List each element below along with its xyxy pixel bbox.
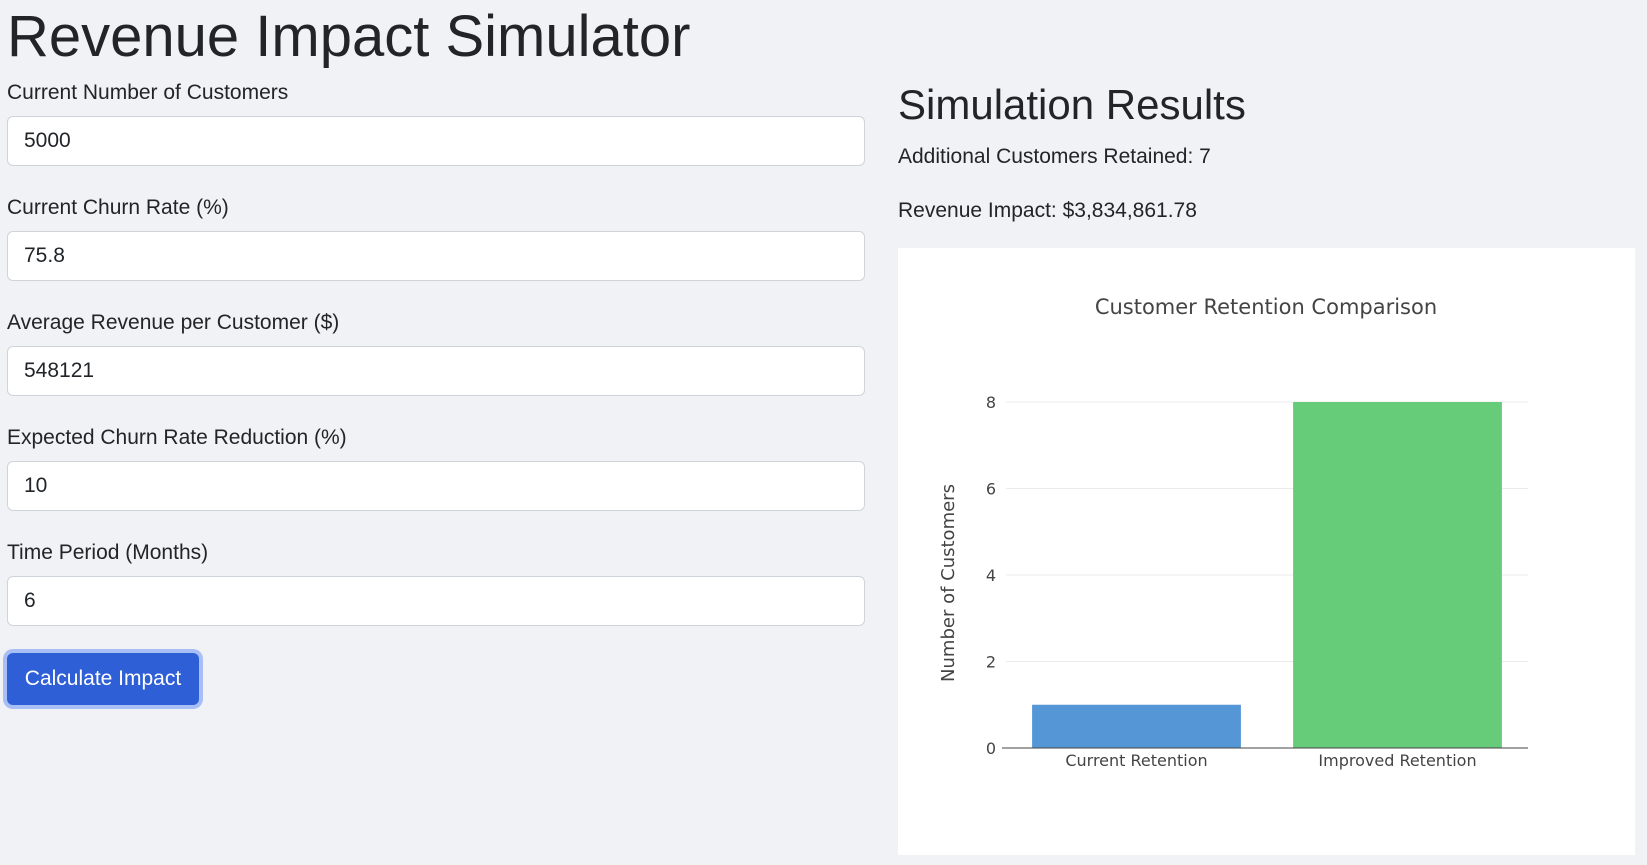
chart-bars xyxy=(1032,402,1502,748)
avg-revenue-label: Average Revenue per Customer ($) xyxy=(7,311,340,334)
page-title: Revenue Impact Simulator xyxy=(7,4,691,69)
additional-customers-text: Additional Customers Retained: 7 xyxy=(898,145,1211,168)
calculate-impact-button[interactable]: Calculate Impact xyxy=(7,653,199,705)
customers-field-group: Current Number of Customers xyxy=(7,78,865,193)
churn-reduction-label: Expected Churn Rate Reduction (%) xyxy=(7,426,347,449)
simulator-form: Current Number of Customers Current Chur… xyxy=(7,78,865,653)
chart-axes: 0 2 4 6 8 Current Retention Improved Retention xyxy=(986,393,1528,770)
churn-reduction-field-group: Expected Churn Rate Reduction (%) xyxy=(7,423,865,538)
chart-y-tick-label: 0 xyxy=(986,739,996,758)
results-heading: Simulation Results xyxy=(898,81,1246,128)
churn-rate-label: Current Churn Rate (%) xyxy=(7,196,229,219)
churn-rate-field-group: Current Churn Rate (%) xyxy=(7,193,865,308)
chart-y-axis-label: Number of Customers xyxy=(938,484,959,682)
chart-bar[interactable] xyxy=(1293,402,1502,748)
customers-label: Current Number of Customers xyxy=(7,81,289,104)
chart-title: Customer Retention Comparison xyxy=(1095,295,1437,319)
churn-rate-input[interactable] xyxy=(7,231,865,281)
chart-x-tick-label: Improved Retention xyxy=(1318,751,1476,770)
avg-revenue-field-group: Average Revenue per Customer ($) xyxy=(7,308,865,423)
customers-input[interactable] xyxy=(7,116,865,166)
churn-reduction-input[interactable] xyxy=(7,461,865,511)
time-period-input[interactable] xyxy=(7,576,865,626)
chart-y-tick-label: 6 xyxy=(986,480,996,499)
chart-bar[interactable] xyxy=(1032,704,1241,748)
chart-y-tick-label: 4 xyxy=(986,566,996,585)
chart-y-tick-label: 2 xyxy=(986,653,996,672)
time-period-label: Time Period (Months) xyxy=(7,541,209,564)
retention-chart-svg: Customer Retention Comparison Number of … xyxy=(938,295,1528,770)
retention-chart[interactable]: Customer Retention Comparison Number of … xyxy=(898,248,1635,855)
chart-y-tick-label: 8 xyxy=(986,393,996,412)
simulation-results: Simulation Results Additional Customers … xyxy=(898,78,1635,232)
revenue-impact-text: Revenue Impact: $3,834,861.78 xyxy=(898,199,1197,222)
avg-revenue-input[interactable] xyxy=(7,346,865,396)
chart-x-tick-label: Current Retention xyxy=(1065,751,1207,770)
time-period-field-group: Time Period (Months) xyxy=(7,538,865,653)
